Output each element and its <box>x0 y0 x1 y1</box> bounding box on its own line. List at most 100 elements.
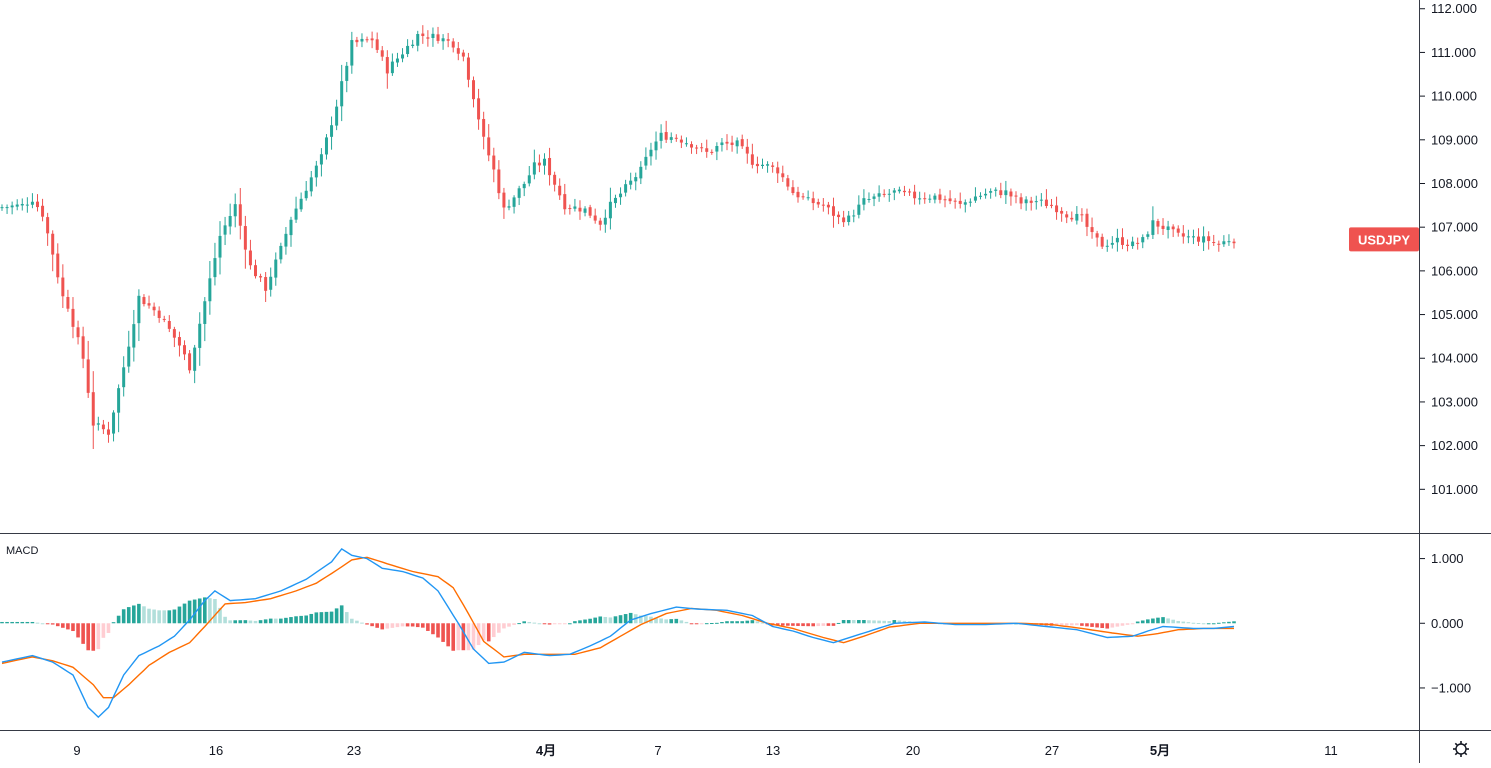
candle[interactable] <box>553 171 557 192</box>
candle[interactable] <box>431 27 435 47</box>
candle[interactable] <box>61 264 65 308</box>
candle[interactable] <box>172 326 176 348</box>
candle[interactable] <box>127 330 131 373</box>
candle[interactable] <box>512 195 516 214</box>
candle[interactable] <box>71 297 75 339</box>
candle[interactable] <box>537 154 541 173</box>
candle[interactable] <box>872 193 876 207</box>
candle[interactable] <box>56 243 60 284</box>
candle[interactable] <box>1029 196 1033 211</box>
candle[interactable] <box>335 99 339 131</box>
candle[interactable] <box>669 132 673 144</box>
candle[interactable] <box>106 421 110 443</box>
candle[interactable] <box>928 194 932 203</box>
candle[interactable] <box>502 187 506 219</box>
candle[interactable] <box>958 192 962 209</box>
candle[interactable] <box>142 294 146 307</box>
candle[interactable] <box>233 193 237 228</box>
candle[interactable] <box>1232 238 1236 249</box>
candle[interactable] <box>1115 228 1119 252</box>
candle[interactable] <box>456 41 460 61</box>
candle[interactable] <box>167 315 171 333</box>
candle[interactable] <box>887 188 891 202</box>
candle[interactable] <box>933 193 937 204</box>
candle[interactable] <box>1034 195 1038 210</box>
candle[interactable] <box>750 143 754 169</box>
candle[interactable] <box>264 272 268 302</box>
candle[interactable] <box>1039 193 1043 207</box>
candle[interactable] <box>948 190 952 205</box>
candle[interactable] <box>1197 228 1201 246</box>
candle[interactable] <box>66 289 70 312</box>
candle[interactable] <box>877 185 881 202</box>
candle[interactable] <box>831 197 835 228</box>
candle[interactable] <box>472 76 476 108</box>
candle[interactable] <box>340 64 344 122</box>
candle[interactable] <box>0 204 4 211</box>
candle[interactable] <box>482 111 486 150</box>
candle[interactable] <box>786 174 790 191</box>
candle[interactable] <box>25 197 29 213</box>
candle[interactable] <box>583 206 587 217</box>
candle[interactable] <box>30 193 34 209</box>
candle[interactable] <box>299 192 303 212</box>
candle[interactable] <box>117 384 121 433</box>
candle[interactable] <box>477 88 481 130</box>
candle[interactable] <box>385 50 389 89</box>
candle[interactable] <box>984 188 988 199</box>
candle[interactable] <box>1085 208 1089 237</box>
candle[interactable] <box>132 309 136 362</box>
candle[interactable] <box>801 192 805 200</box>
candle[interactable] <box>629 172 633 190</box>
candle[interactable] <box>1110 236 1114 249</box>
candle[interactable] <box>259 273 263 282</box>
candle[interactable] <box>355 36 359 47</box>
candle[interactable] <box>548 147 552 186</box>
candle[interactable] <box>51 230 55 272</box>
candle[interactable] <box>1065 211 1069 224</box>
candle[interactable] <box>20 198 24 211</box>
candle[interactable] <box>847 210 851 226</box>
candle[interactable] <box>1171 224 1175 238</box>
candle[interactable] <box>112 410 116 442</box>
candle[interactable] <box>147 295 151 309</box>
candle[interactable] <box>649 142 653 166</box>
candle[interactable] <box>700 142 704 153</box>
candle[interactable] <box>324 134 328 160</box>
candle[interactable] <box>806 190 810 201</box>
candle[interactable] <box>730 135 734 152</box>
candle[interactable] <box>1120 228 1124 250</box>
gear-icon[interactable] <box>1453 741 1469 757</box>
candle[interactable] <box>274 252 278 286</box>
candle[interactable] <box>811 191 815 211</box>
candle[interactable] <box>1044 189 1048 209</box>
time-axis[interactable]: 9 16 23 4月 7 13 20 27 5月 11 <box>73 743 1337 758</box>
price-axis[interactable]: 112.000 111.000 110.000 109.000 108.000 107.0… <box>1420 1 1478 497</box>
macd-line[interactable] <box>1 547 1235 719</box>
candle[interactable] <box>35 194 39 212</box>
candle[interactable] <box>968 198 972 207</box>
candle[interactable] <box>451 38 455 53</box>
candle[interactable] <box>1009 188 1013 206</box>
candle[interactable] <box>1181 225 1185 244</box>
candle[interactable] <box>208 261 212 315</box>
candle[interactable] <box>487 124 491 162</box>
candle[interactable] <box>882 189 886 198</box>
candle[interactable] <box>674 134 678 142</box>
candle[interactable] <box>1060 207 1064 222</box>
candle[interactable] <box>532 149 536 180</box>
candle[interactable] <box>330 116 334 150</box>
candle[interactable] <box>897 186 901 194</box>
candle[interactable] <box>913 184 917 205</box>
candle[interactable] <box>157 306 161 323</box>
candle[interactable] <box>1191 229 1195 245</box>
macd-axis[interactable]: 1.000 0.000 −1.000 <box>1420 551 1471 695</box>
candle[interactable] <box>365 36 369 43</box>
candle[interactable] <box>892 187 896 201</box>
candle[interactable] <box>918 191 922 205</box>
candle[interactable] <box>193 344 197 384</box>
candle[interactable] <box>446 32 450 48</box>
candle[interactable] <box>659 124 663 149</box>
candle[interactable] <box>994 187 998 197</box>
